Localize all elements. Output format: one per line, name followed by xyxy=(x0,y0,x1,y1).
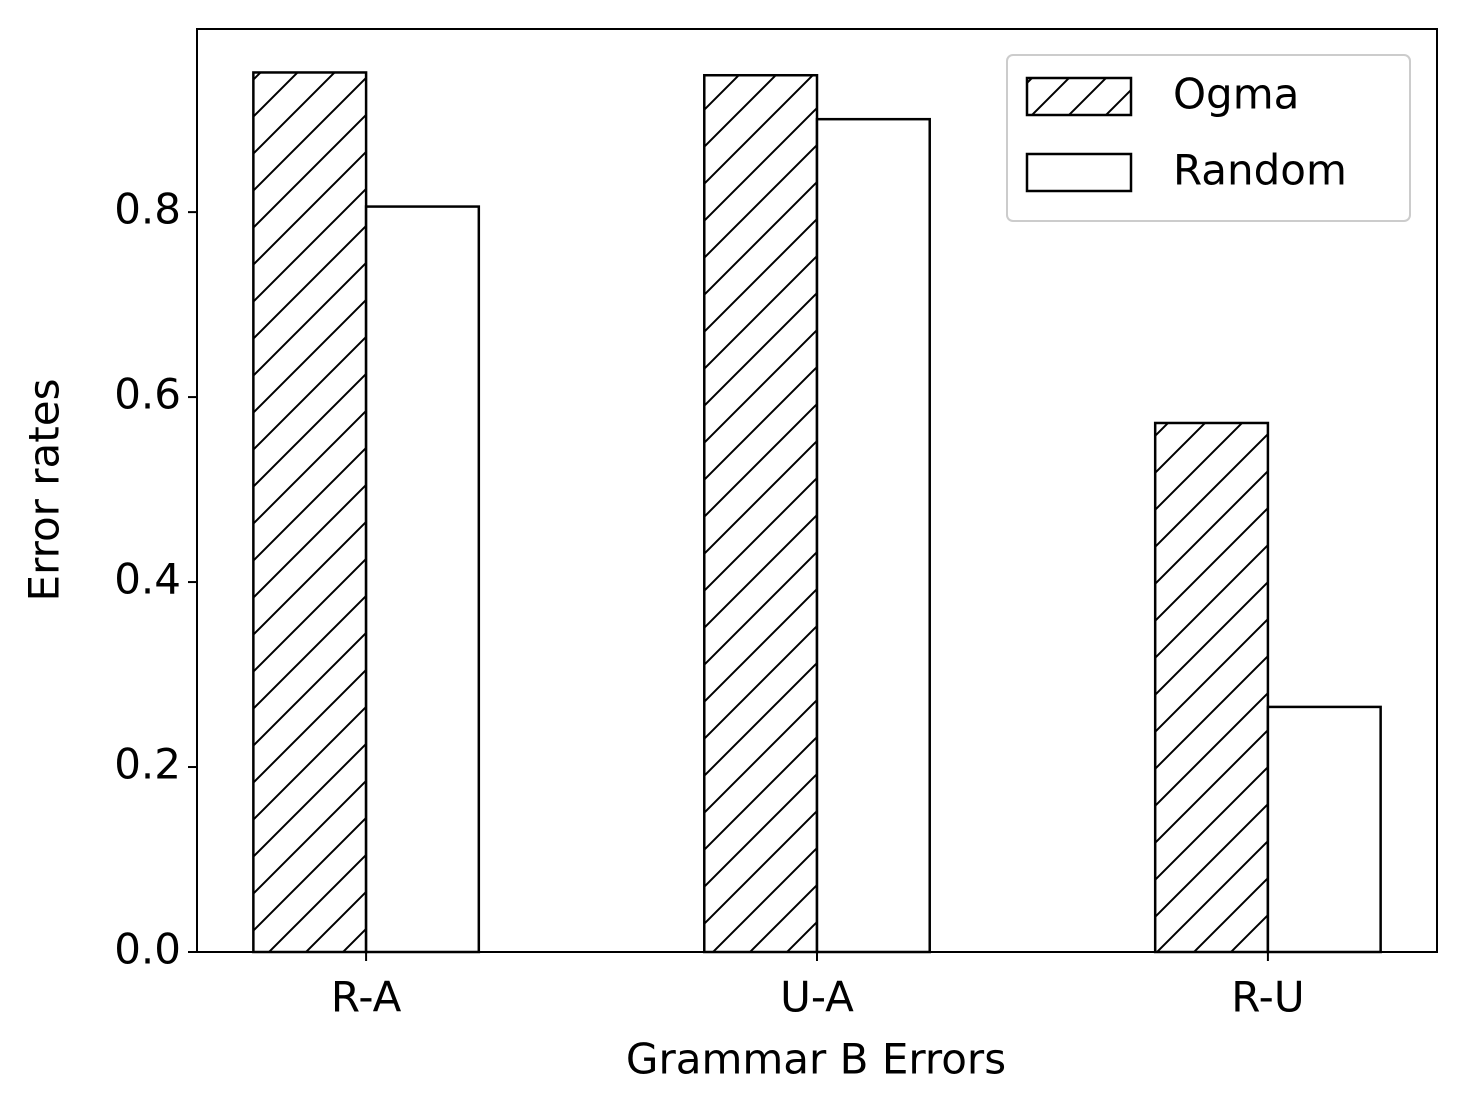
bar xyxy=(703,73,819,954)
x-tick-label: R-U xyxy=(1231,973,1304,1022)
x-tick-label: U-A xyxy=(780,973,854,1022)
plot-frame xyxy=(196,28,1438,953)
y-tick-label: 0.6 xyxy=(114,370,181,419)
legend-swatch xyxy=(1025,152,1133,193)
legend-label: Random xyxy=(1173,146,1347,195)
y-tick-label: 0.8 xyxy=(114,185,181,234)
y-tick-label: 0.2 xyxy=(114,740,181,789)
legend-label: Ogma xyxy=(1173,70,1299,119)
legend-swatch xyxy=(1025,76,1133,117)
y-tick-label: 0.0 xyxy=(114,925,181,974)
bar xyxy=(252,71,368,954)
bar xyxy=(1266,705,1382,954)
y-axis-label: Error rates xyxy=(20,379,69,602)
bar xyxy=(1153,421,1270,954)
bar xyxy=(364,205,481,954)
x-tick-label: R-A xyxy=(331,973,402,1022)
y-tick-label: 0.4 xyxy=(114,555,181,604)
x-axis-label: Grammar B Errors xyxy=(626,1035,1006,1084)
bar xyxy=(815,117,931,954)
